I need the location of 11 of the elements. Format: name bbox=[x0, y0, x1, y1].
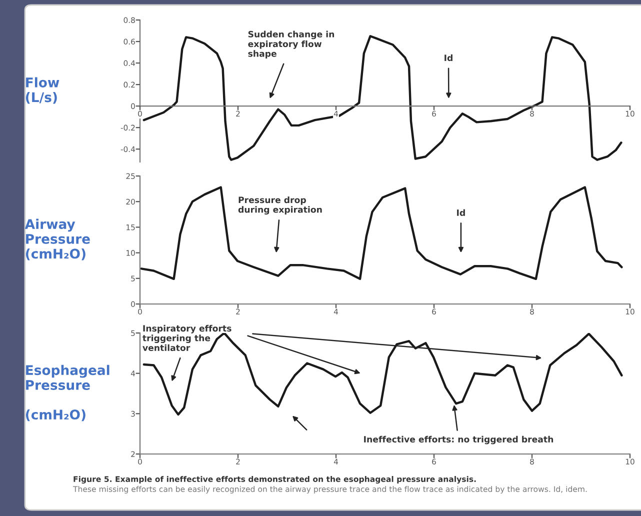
y-axis-title: Flow (L/s) bbox=[26, 77, 60, 104]
annotation: Id bbox=[444, 54, 452, 62]
annotation: Id bbox=[457, 209, 465, 216]
line-series bbox=[140, 186, 623, 280]
annotation: Sudden change in expiratory flow shape bbox=[248, 30, 334, 59]
y-axis-title: Airway Pressure (cmH₂O) bbox=[24, 218, 90, 260]
annotation: Ineffective efforts: no triggered breath bbox=[364, 436, 554, 444]
text: Esophageal Pressure (cmH₂O) bbox=[26, 364, 110, 422]
annotation: Inspiratory efforts triggering the ventilator bbox=[142, 324, 232, 352]
annotation: Pressure drop during expiration bbox=[238, 196, 322, 215]
line-series bbox=[142, 333, 623, 416]
